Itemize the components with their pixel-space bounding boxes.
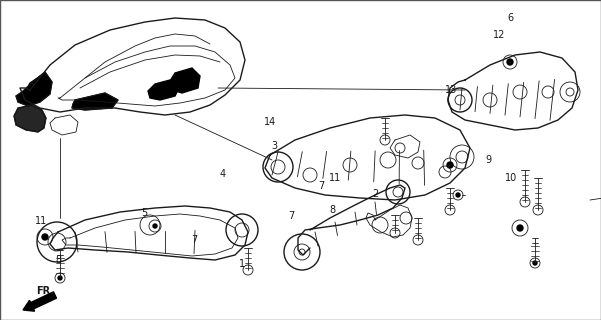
Text: 13: 13 — [445, 84, 457, 95]
Circle shape — [507, 59, 513, 65]
Text: 9: 9 — [486, 155, 492, 165]
Text: 7: 7 — [191, 235, 197, 245]
Text: 7: 7 — [288, 211, 294, 221]
Circle shape — [54, 239, 60, 245]
Circle shape — [517, 225, 523, 231]
Circle shape — [153, 224, 157, 228]
Text: 10: 10 — [505, 172, 517, 183]
Text: 3: 3 — [272, 140, 278, 151]
Text: FR.: FR. — [36, 285, 54, 296]
Polygon shape — [14, 105, 46, 132]
Text: 8: 8 — [55, 255, 61, 265]
Polygon shape — [148, 80, 180, 100]
Polygon shape — [16, 72, 52, 106]
Circle shape — [533, 261, 537, 265]
Text: 12: 12 — [493, 30, 505, 40]
Text: 11: 11 — [329, 172, 341, 183]
Text: 1: 1 — [239, 259, 245, 269]
Text: 6: 6 — [508, 12, 514, 23]
Polygon shape — [170, 68, 200, 93]
Text: 14: 14 — [264, 116, 276, 127]
Text: 7: 7 — [319, 180, 325, 191]
Text: 5: 5 — [141, 208, 147, 218]
Circle shape — [42, 234, 48, 240]
Text: 8: 8 — [329, 204, 335, 215]
FancyArrow shape — [23, 292, 56, 311]
Polygon shape — [72, 93, 118, 110]
Polygon shape — [22, 75, 48, 103]
Circle shape — [447, 162, 453, 168]
Text: 2: 2 — [373, 188, 379, 199]
Text: 11: 11 — [35, 216, 47, 227]
Text: 4: 4 — [219, 169, 225, 180]
Circle shape — [58, 276, 62, 280]
Circle shape — [456, 193, 460, 197]
